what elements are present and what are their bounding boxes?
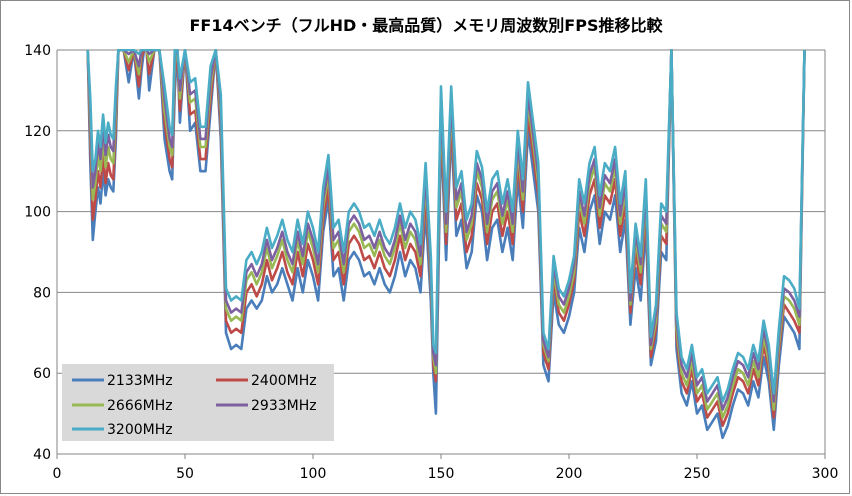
x-tick-label: 100 bbox=[300, 466, 327, 482]
x-tick-label: 50 bbox=[176, 466, 194, 482]
legend: 2133MHz 2400MHz 2666MHz 2933MHz 3200MHz bbox=[62, 364, 334, 441]
series-lines bbox=[86, 49, 806, 440]
x-tick-label: 150 bbox=[428, 466, 455, 482]
legend-box bbox=[62, 364, 334, 441]
chart-title: FF14ベンチ（フルHD・最高品質）メモリ周波数別FPS推移比較 bbox=[190, 16, 664, 35]
y-tick-label: 60 bbox=[33, 366, 51, 382]
series-line-3200MHz bbox=[86, 49, 806, 403]
x-tick-label: 200 bbox=[556, 466, 583, 482]
legend-label: 3200MHz bbox=[107, 422, 173, 438]
x-tick-label: 0 bbox=[53, 466, 62, 482]
legend-label: 2933MHz bbox=[251, 398, 317, 414]
y-tick-label: 100 bbox=[24, 205, 51, 221]
y-tick-label: 120 bbox=[24, 124, 51, 140]
y-tick-label: 140 bbox=[24, 43, 51, 59]
legend-label: 2400MHz bbox=[251, 373, 317, 389]
x-tick-label: 300 bbox=[812, 466, 839, 482]
legend-label: 2133MHz bbox=[107, 373, 173, 389]
y-tick-label: 80 bbox=[33, 285, 51, 301]
x-tick-label: 250 bbox=[684, 466, 711, 482]
axes: 40 60 80 100 120 140 0 50 100 150 200 250 300 bbox=[24, 43, 838, 482]
legend-label: 2666MHz bbox=[107, 398, 173, 414]
y-tick-label: 40 bbox=[33, 447, 51, 463]
